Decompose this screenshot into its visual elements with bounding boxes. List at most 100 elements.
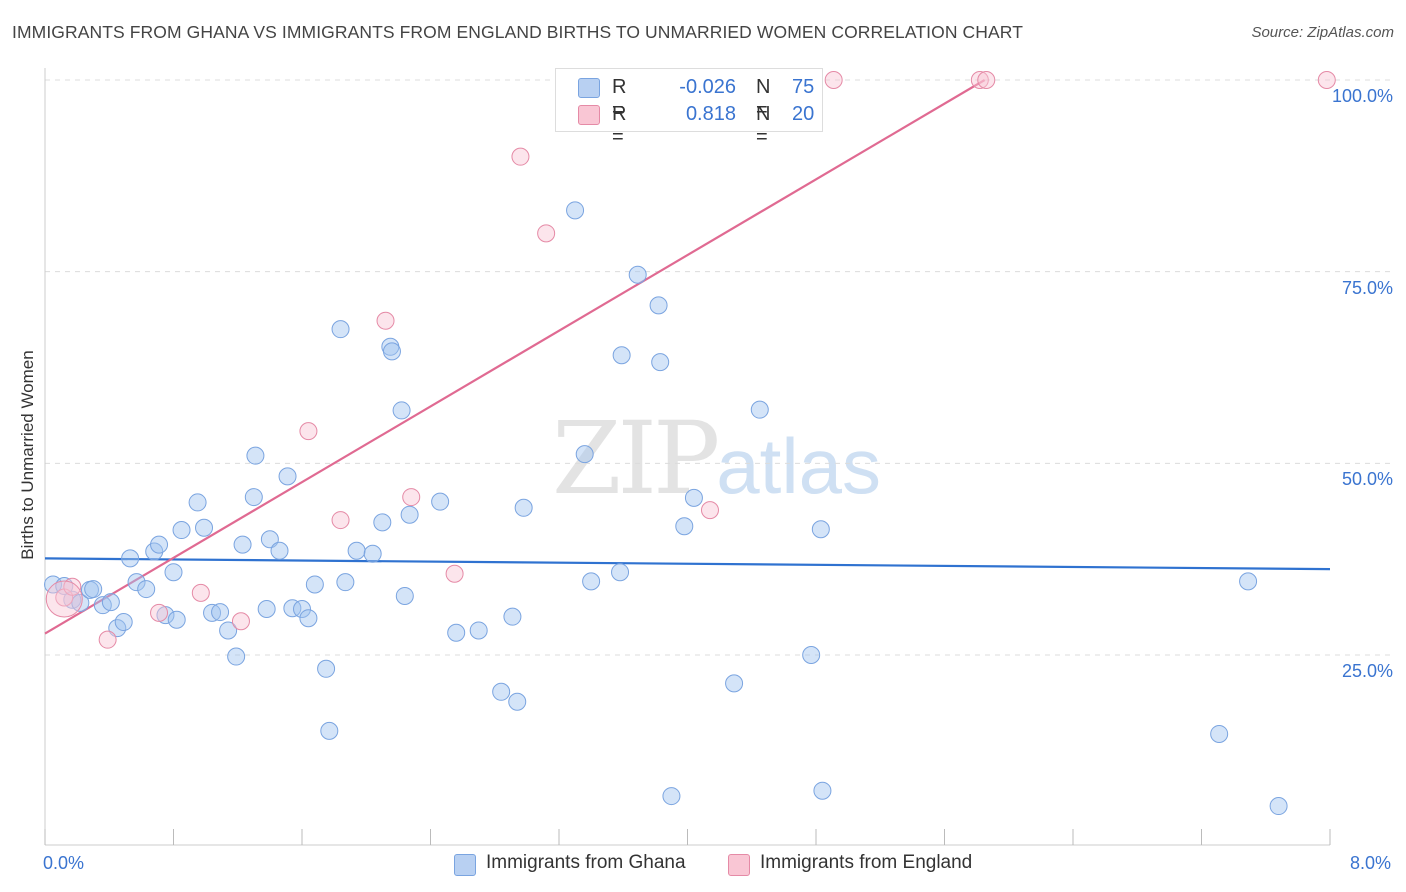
point-england — [402, 488, 421, 507]
point-ghana — [431, 492, 450, 511]
point-england — [191, 583, 210, 602]
point-ghana — [188, 493, 207, 512]
point-england — [98, 630, 117, 649]
point-england — [700, 501, 719, 520]
point-ghana — [382, 342, 401, 361]
legend-label-ghana: Immigrants from Ghana — [486, 852, 686, 873]
trend-line-england — [44, 79, 986, 635]
point-ghana — [305, 575, 324, 594]
point-ghana — [447, 623, 466, 642]
point-ghana — [293, 600, 311, 618]
point-ghana — [363, 544, 382, 563]
point-ghana — [164, 563, 183, 582]
x-tick-label-max: 8.0% — [1350, 853, 1392, 873]
point-ghana — [662, 787, 681, 806]
point-ghana — [299, 609, 318, 628]
point-ghana — [244, 488, 263, 507]
point-ghana — [684, 488, 703, 507]
point-ghana — [137, 580, 156, 599]
point-ghana — [503, 607, 522, 626]
point-ghana — [651, 353, 670, 372]
source-label: Source: ZipAtlas.com — [1251, 24, 1394, 41]
point-england — [445, 564, 464, 583]
correlation-legend: R = -0.026 N = 75 R = 0.818 N = 20 — [555, 68, 823, 148]
point-ghana — [336, 573, 355, 592]
point-ghana — [71, 593, 90, 612]
trend-lines — [44, 79, 1331, 635]
point-england — [1317, 71, 1336, 89]
point-ghana — [575, 445, 594, 464]
legend-r-label: R = — [612, 76, 627, 121]
point-england — [331, 511, 350, 530]
point-ghana — [566, 201, 585, 220]
y-tick-label: 100.0% — [1331, 86, 1393, 106]
point-ghana — [270, 541, 289, 560]
point-england — [63, 577, 82, 596]
data-points — [44, 71, 1336, 816]
point-ghana — [167, 610, 186, 629]
point-ghana — [628, 265, 647, 284]
chart-title: IMMIGRANTS FROM GHANA VS IMMIGRANTS FROM… — [12, 22, 1023, 42]
point-england — [231, 612, 250, 631]
watermark: ZIPatlas — [552, 400, 881, 517]
point-ghana — [373, 513, 392, 532]
y-tick-label: 50.0% — [1341, 469, 1393, 490]
point-ghana — [492, 682, 511, 701]
point-ghana — [1210, 724, 1229, 743]
legend-r-label: R = — [612, 103, 627, 148]
point-ghana — [802, 646, 821, 664]
point-ghana — [257, 600, 276, 618]
point-ghana — [233, 535, 252, 554]
point-ghana — [331, 320, 350, 339]
point-england — [376, 311, 395, 330]
point-ghana — [195, 518, 214, 537]
point-ghana — [219, 621, 238, 640]
point-ghana — [172, 521, 191, 540]
y-tick-label: 75.0% — [1341, 277, 1393, 298]
point-ghana — [392, 401, 411, 420]
point-ghana — [246, 446, 265, 465]
point-ghana — [278, 467, 297, 486]
point-england — [537, 224, 556, 243]
legend-r-value: -0.026 — [679, 76, 736, 98]
axes — [44, 68, 1331, 846]
point-ghana — [150, 535, 169, 554]
trend-line-ghana — [44, 557, 1331, 571]
watermark-zip: ZIP — [552, 400, 720, 517]
legend-swatch-england — [578, 105, 600, 125]
point-england — [45, 580, 83, 618]
point-ghana — [725, 674, 744, 693]
legend-swatch-ghana — [454, 854, 476, 876]
point-ghana — [508, 692, 527, 711]
legend-swatch-england — [728, 854, 750, 876]
point-ghana — [317, 659, 336, 678]
point-ghana — [813, 781, 832, 800]
point-ghana — [400, 505, 419, 524]
point-ghana — [582, 572, 601, 591]
point-ghana — [114, 613, 133, 632]
legend-n-value: 75 — [792, 76, 815, 98]
point-england — [511, 147, 530, 166]
point-england — [970, 71, 989, 89]
point-ghana — [260, 530, 279, 549]
point-ghana — [227, 647, 246, 666]
point-ghana — [320, 721, 339, 740]
legend-n-value: 20 — [792, 103, 815, 125]
legend-n-label: N = — [756, 76, 771, 121]
point-ghana — [649, 296, 668, 315]
point-ghana — [101, 593, 120, 612]
point-england — [977, 71, 996, 89]
y-tick-label: 25.0% — [1341, 661, 1393, 681]
point-england — [299, 422, 318, 441]
legend-r-value: 0.818 — [685, 103, 736, 125]
point-ghana — [121, 549, 140, 568]
point-england — [150, 603, 169, 622]
point-ghana — [611, 563, 630, 582]
point-ghana — [127, 573, 146, 592]
y-axis-label: Births to Unmarried Women — [18, 350, 37, 560]
point-ghana — [84, 580, 103, 599]
point-ghana — [612, 346, 631, 365]
point-ghana — [675, 517, 694, 536]
point-ghana — [283, 599, 302, 618]
